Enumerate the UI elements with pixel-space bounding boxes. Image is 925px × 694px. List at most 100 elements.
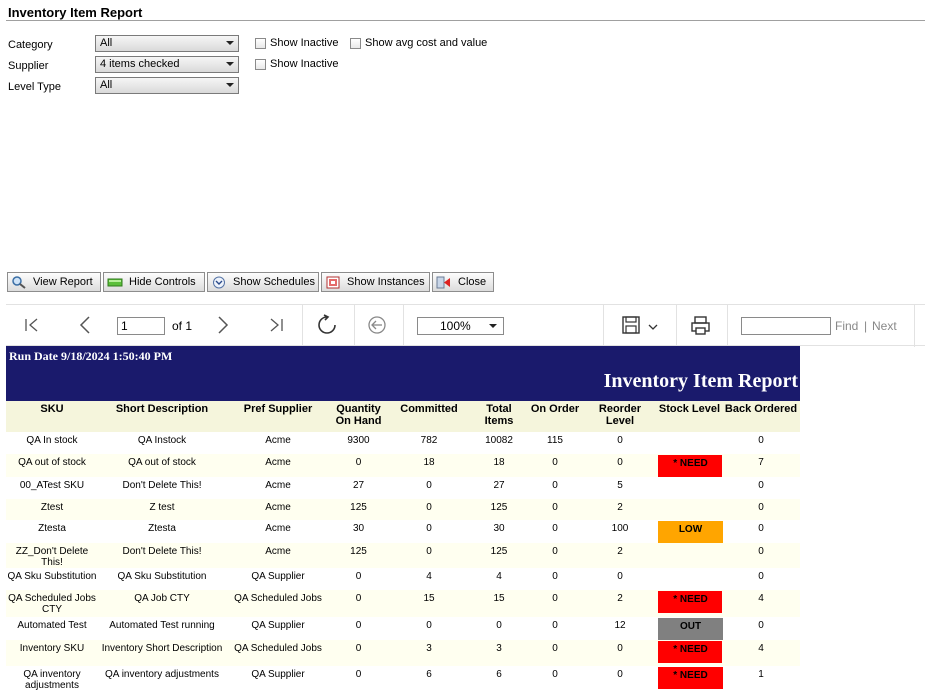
table-cell: 0 xyxy=(387,543,471,568)
table-row: QA inventory adjustments QA inventory adj… xyxy=(6,666,800,694)
table-cell xyxy=(657,499,722,520)
table-cell xyxy=(657,477,722,499)
show-inactive-label: Show Inactive xyxy=(270,58,339,70)
table-cell: 0 xyxy=(617,669,623,680)
show-schedules-label: Show Schedules xyxy=(233,276,315,288)
table-cell: 0 xyxy=(758,523,764,534)
table-cell: 125 xyxy=(330,499,387,520)
table-cell: OUT xyxy=(657,617,723,640)
first-page-icon[interactable] xyxy=(24,316,40,337)
table-cell: 0 xyxy=(722,499,800,520)
supplier-value: 4 items checked xyxy=(100,58,180,70)
table-cell: Inventory Short Description xyxy=(98,640,226,666)
page-number-input[interactable] xyxy=(117,317,165,335)
level-type-dropdown[interactable]: All xyxy=(95,77,239,94)
table-cell: 18 xyxy=(471,454,527,477)
table-row: 00_ATest SKU Don't Delete This! Acme 27 0 27 0… xyxy=(6,477,800,499)
chevron-down-icon xyxy=(489,324,497,328)
report-toolbar: of 1 100% Find | Next xyxy=(6,304,925,347)
table-cell: 00_ATest SKU xyxy=(19,480,85,491)
column-header: Quantity On Hand xyxy=(330,401,387,432)
show-schedules-button[interactable]: Show Schedules xyxy=(207,272,319,292)
level-type-label: Level Type xyxy=(8,81,62,93)
table-cell: 0 xyxy=(552,571,558,582)
table-cell: QA Scheduled Jobs xyxy=(226,590,330,617)
chevron-down-icon xyxy=(226,83,234,87)
run-date: Run Date 9/18/2024 1:50:40 PM xyxy=(9,349,173,363)
previous-page-icon[interactable] xyxy=(78,315,92,338)
table-cell: Don't Delete This! xyxy=(98,543,226,568)
table-cell: 3 xyxy=(471,640,527,666)
chevron-down-icon xyxy=(226,41,234,45)
view-report-button[interactable]: View Report xyxy=(7,272,101,292)
show-avg-cost-checkbox[interactable]: Show avg cost and value xyxy=(350,37,487,49)
table-cell: QA Scheduled Jobs CTY xyxy=(6,590,98,617)
table-cell: * NEED xyxy=(657,454,723,477)
table-cell: QA Scheduled Jobs xyxy=(226,640,330,666)
category-dropdown[interactable]: All xyxy=(95,35,239,52)
toolbar-separator xyxy=(676,305,677,347)
table-cell: 115 xyxy=(547,435,563,446)
table-cell: 0 xyxy=(617,571,623,582)
show-inactive-supplier-checkbox[interactable]: Show Inactive xyxy=(255,58,338,70)
show-instances-button[interactable]: Show Instances xyxy=(321,272,430,292)
table-cell: Acme xyxy=(226,454,330,477)
column-header: Short Description xyxy=(98,401,226,432)
table-cell: 0 xyxy=(387,499,471,520)
table-cell: 9300 xyxy=(347,435,370,446)
table-cell: 30 xyxy=(493,523,505,534)
table-cell: 4 xyxy=(722,640,800,666)
close-button[interactable]: Close xyxy=(432,272,494,292)
page-count: of 1 xyxy=(172,319,193,333)
stock-level-badge: * NEED xyxy=(658,455,723,477)
table-cell: Acme xyxy=(265,435,291,446)
supplier-dropdown[interactable]: 4 items checked xyxy=(95,56,239,73)
table-cell: 2 xyxy=(583,543,657,568)
table-cell: 12 xyxy=(614,620,626,631)
table-cell: 125 xyxy=(471,543,527,568)
supplier-label: Supplier xyxy=(8,60,49,72)
print-icon[interactable] xyxy=(690,315,712,340)
table-row: QA out of stock QA out of stock Acme 0 18 18 0… xyxy=(6,454,800,477)
export-save-icon[interactable] xyxy=(622,316,658,339)
toolbar-separator xyxy=(302,305,303,347)
instances-icon xyxy=(325,276,341,289)
show-inactive-category-checkbox[interactable]: Show Inactive xyxy=(255,37,338,49)
table-body: QA In stock QA Instock Acme 9300 782 10082 115… xyxy=(6,432,800,694)
refresh-icon[interactable] xyxy=(316,314,338,339)
find-input[interactable] xyxy=(741,317,831,335)
show-instances-label: Show Instances xyxy=(347,276,425,288)
back-to-parent-icon[interactable] xyxy=(367,315,387,338)
find-separator: | xyxy=(864,319,868,333)
category-value: All xyxy=(100,37,113,49)
table-cell: 2 xyxy=(583,590,657,617)
checkbox-box xyxy=(255,37,266,49)
checkbox-box xyxy=(350,37,361,49)
column-header: Back Ordered xyxy=(722,401,800,432)
table-cell: 0 xyxy=(583,454,657,477)
table-cell: Acme xyxy=(226,543,330,568)
controls-icon xyxy=(107,276,123,289)
toolbar-separator xyxy=(603,305,604,347)
table-cell: QA Sku Substitution xyxy=(117,571,207,582)
table-cell: * NEED xyxy=(657,640,723,666)
table-cell: 0 xyxy=(330,590,387,617)
table-cell: 0 xyxy=(552,480,558,491)
table-cell: Z test xyxy=(98,499,226,520)
chevron-down-icon xyxy=(226,62,234,66)
next-page-icon[interactable] xyxy=(216,315,230,338)
table-cell: 0 xyxy=(758,571,764,582)
find-link[interactable]: Find xyxy=(835,319,859,333)
table-row: QA Sku Substitution QA Sku Substitution QA… xyxy=(6,568,800,590)
table-header-row: SKU Short Description Pref Supplier Quantit… xyxy=(6,401,800,432)
next-link[interactable]: Next xyxy=(872,319,897,333)
table-cell xyxy=(657,543,722,568)
table-row: ZZ_Don't Delete This! Don't Delete This! A… xyxy=(6,543,800,568)
zoom-select[interactable]: 100% xyxy=(417,317,504,335)
hide-controls-button[interactable]: Hide Controls xyxy=(103,272,205,292)
table-cell: 0 xyxy=(758,480,764,491)
column-header: On Order xyxy=(527,401,583,432)
toolbar-separator xyxy=(354,305,355,347)
last-page-icon[interactable] xyxy=(268,316,284,337)
table-cell: 27 xyxy=(493,480,505,491)
